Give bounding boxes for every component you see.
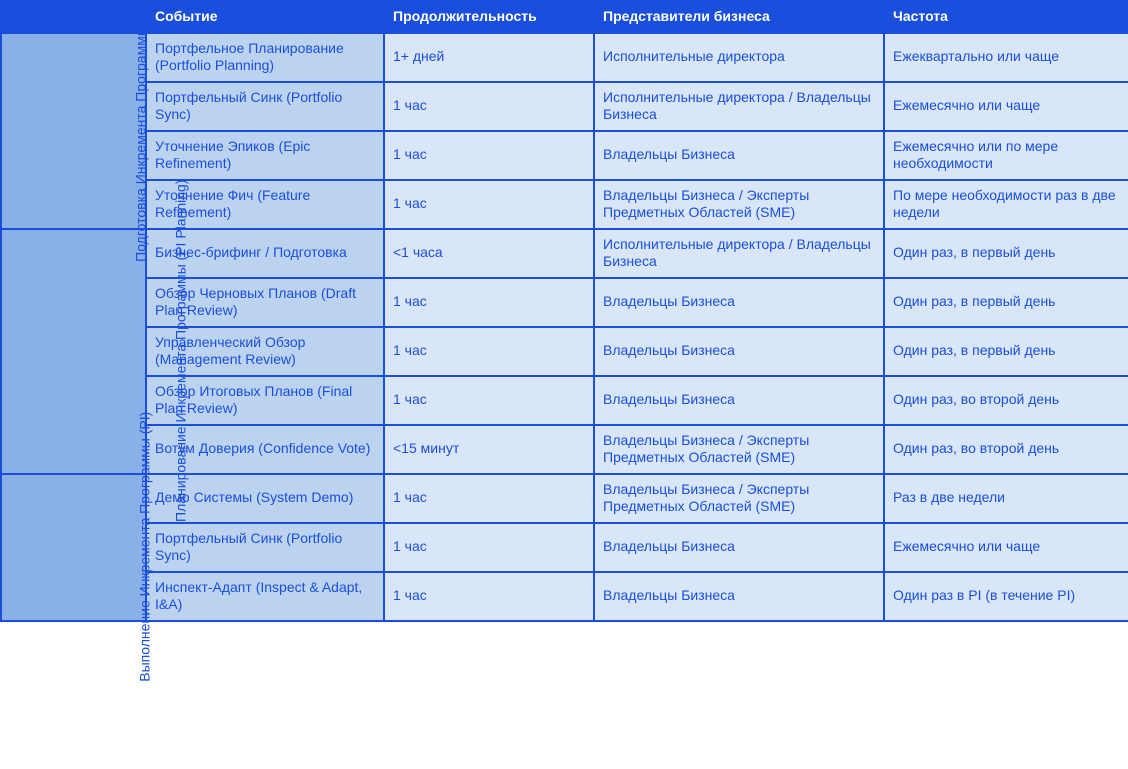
duration-cell: 1 час	[384, 523, 594, 572]
reps-cell: Владельцы Бизнеса	[594, 376, 884, 425]
reps-cell: Исполнительные директора / Владельцы Биз…	[594, 229, 884, 278]
event-cell: Инспект-Адапт (Inspect & Adapt, I&A)	[146, 572, 384, 621]
table-row: Управленческий Обзор (Management Review)…	[1, 327, 1128, 376]
duration-cell: 1 час	[384, 131, 594, 180]
reps-cell: Владельцы Бизнеса / Эксперты Предметных …	[594, 474, 884, 523]
table-container: Событие Продолжительность Представители …	[0, 0, 1128, 622]
phase-cell: Выполнение Инкремента Программы (PI)	[1, 474, 146, 621]
table-row: Подготовка Инкремента Программы (PI)Порт…	[1, 33, 1128, 82]
phase-label: Подготовка Инкремента Программы (PI)	[132, 0, 150, 262]
event-cell: Портфельное Планирование (Portfolio Plan…	[146, 33, 384, 82]
phase-cell: Планирование Инкремента Программы (PI Pl…	[1, 229, 146, 474]
phase-label: Планирование Инкремента Программы (PI Pl…	[172, 180, 190, 522]
table-row: Уточнение Фич (Feature Refinement)1 часВ…	[1, 180, 1128, 229]
table-row: Обзор Итоговых Планов (Final Plan Review…	[1, 376, 1128, 425]
freq-cell: Один раз, во второй день	[884, 376, 1128, 425]
reps-cell: Владельцы Бизнеса	[594, 327, 884, 376]
freq-cell: Ежеквартально или чаще	[884, 33, 1128, 82]
header-duration: Продолжительность	[384, 1, 594, 33]
freq-cell: Раз в две недели	[884, 474, 1128, 523]
duration-cell: <15 минут	[384, 425, 594, 474]
freq-cell: Ежемесячно или чаще	[884, 82, 1128, 131]
freq-cell: По мере необходимости раз в две недели	[884, 180, 1128, 229]
events-table: Событие Продолжительность Представители …	[0, 0, 1128, 622]
header-reps: Представители бизнеса	[594, 1, 884, 33]
table-row: Выполнение Инкремента Программы (PI)Демо…	[1, 474, 1128, 523]
phase-cell: Подготовка Инкремента Программы (PI)	[1, 33, 146, 229]
reps-cell: Исполнительные директора / Владельцы Биз…	[594, 82, 884, 131]
freq-cell: Один раз, в первый день	[884, 229, 1128, 278]
freq-cell: Один раз, в первый день	[884, 327, 1128, 376]
duration-cell: <1 часа	[384, 229, 594, 278]
duration-cell: 1 час	[384, 474, 594, 523]
freq-cell: Один раз, в первый день	[884, 278, 1128, 327]
reps-cell: Владельцы Бизнеса / Эксперты Предметных …	[594, 425, 884, 474]
reps-cell: Владельцы Бизнеса	[594, 572, 884, 621]
event-cell: Портфельный Синк (Portfolio Sync)	[146, 523, 384, 572]
table-row: Планирование Инкремента Программы (PI Pl…	[1, 229, 1128, 278]
table-row: Вотум Доверия (Confidence Vote)<15 минут…	[1, 425, 1128, 474]
table-row: Портфельный Синк (Portfolio Sync)1 часВл…	[1, 523, 1128, 572]
freq-cell: Один раз, во второй день	[884, 425, 1128, 474]
table-row: Инспект-Адапт (Inspect & Adapt, I&A)1 ча…	[1, 572, 1128, 621]
duration-cell: 1 час	[384, 376, 594, 425]
duration-cell: 1 час	[384, 82, 594, 131]
reps-cell: Владельцы Бизнеса	[594, 278, 884, 327]
reps-cell: Владельцы Бизнеса / Эксперты Предметных …	[594, 180, 884, 229]
header-row: Событие Продолжительность Представители …	[1, 1, 1128, 33]
header-event: Событие	[146, 1, 384, 33]
reps-cell: Владельцы Бизнеса	[594, 131, 884, 180]
duration-cell: 1 час	[384, 327, 594, 376]
reps-cell: Владельцы Бизнеса	[594, 523, 884, 572]
table-row: Портфельный Синк (Portfolio Sync)1 часИс…	[1, 82, 1128, 131]
duration-cell: 1 час	[384, 572, 594, 621]
duration-cell: 1+ дней	[384, 33, 594, 82]
freq-cell: Один раз в PI (в течение PI)	[884, 572, 1128, 621]
table-row: Обзор Черновых Планов (Draft Plan Review…	[1, 278, 1128, 327]
duration-cell: 1 час	[384, 278, 594, 327]
phase-label: Выполнение Инкремента Программы (PI)	[136, 412, 154, 682]
duration-cell: 1 час	[384, 180, 594, 229]
freq-cell: Ежемесячно или по мере необходимости	[884, 131, 1128, 180]
event-cell: Портфельный Синк (Portfolio Sync)	[146, 82, 384, 131]
reps-cell: Исполнительные директора	[594, 33, 884, 82]
table-row: Уточнение Эпиков (Epic Refinement)1 часВ…	[1, 131, 1128, 180]
table-body: Подготовка Инкремента Программы (PI)Порт…	[1, 33, 1128, 621]
header-corner	[1, 1, 146, 33]
event-cell: Уточнение Эпиков (Epic Refinement)	[146, 131, 384, 180]
header-freq: Частота	[884, 1, 1128, 33]
freq-cell: Ежемесячно или чаще	[884, 523, 1128, 572]
